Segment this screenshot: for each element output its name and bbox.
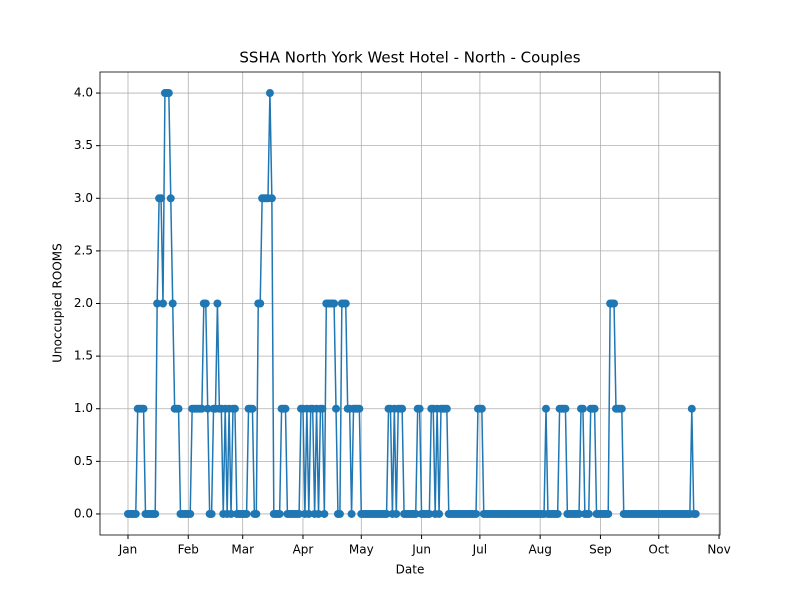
- marker: [174, 404, 183, 413]
- x-tick-label: Feb: [178, 543, 199, 557]
- marker: [227, 509, 236, 518]
- marker: [477, 404, 486, 413]
- marker: [382, 509, 391, 518]
- marker: [392, 509, 401, 518]
- y-tick-label: 1.0: [74, 401, 93, 415]
- marker: [213, 299, 222, 308]
- marker: [553, 509, 562, 518]
- y-axis-label: Unoccupied ROOMS: [51, 243, 65, 363]
- y-tick-label: 1.5: [74, 349, 93, 363]
- marker: [304, 509, 313, 518]
- marker: [691, 509, 700, 518]
- marker: [197, 404, 206, 413]
- marker: [435, 509, 444, 518]
- marker: [610, 299, 619, 308]
- marker: [541, 404, 550, 413]
- y-tick-label: 3.5: [74, 138, 93, 152]
- marker: [203, 404, 212, 413]
- marker: [314, 509, 323, 518]
- marker: [442, 404, 451, 413]
- marker: [131, 509, 140, 518]
- marker: [584, 509, 593, 518]
- x-tick-label: Jul: [472, 543, 487, 557]
- y-tick-label: 0.0: [74, 506, 93, 520]
- marker: [590, 404, 599, 413]
- marker: [415, 404, 424, 413]
- marker: [341, 299, 350, 308]
- x-tick-label: Mar: [231, 543, 254, 557]
- marker: [248, 404, 257, 413]
- y-tick-label: 4.0: [74, 86, 93, 100]
- x-tick-label: Aug: [528, 543, 551, 557]
- marker: [332, 404, 341, 413]
- chart-title: SSHA North York West Hotel - North - Cou…: [239, 49, 580, 67]
- x-tick-label: Apr: [293, 543, 314, 557]
- marker: [330, 299, 339, 308]
- marker: [267, 194, 276, 203]
- x-tick-label: May: [349, 543, 374, 557]
- marker: [275, 509, 284, 518]
- marker: [411, 509, 420, 518]
- marker: [201, 299, 210, 308]
- y-tick-label: 0.5: [74, 454, 93, 468]
- x-axis-label: Date: [396, 563, 425, 577]
- marker: [186, 509, 195, 518]
- marker: [166, 194, 175, 203]
- marker: [252, 509, 261, 518]
- marker: [153, 299, 162, 308]
- plot-frame: [99, 71, 721, 536]
- marker: [158, 299, 167, 308]
- marker: [164, 89, 173, 98]
- marker: [398, 404, 407, 413]
- y-tick-label: 2.5: [74, 243, 93, 257]
- marker: [578, 404, 587, 413]
- marker: [335, 509, 344, 518]
- marker: [157, 194, 166, 203]
- marker: [425, 509, 434, 518]
- marker: [242, 509, 251, 518]
- x-tick-label: Oct: [648, 543, 669, 557]
- marker: [168, 299, 177, 308]
- marker: [281, 404, 290, 413]
- marker: [265, 89, 274, 98]
- marker: [207, 509, 216, 518]
- marker: [347, 509, 356, 518]
- marker: [575, 509, 584, 518]
- marker: [139, 404, 148, 413]
- marker: [320, 509, 329, 518]
- marker: [256, 299, 265, 308]
- x-tick-label: Nov: [707, 543, 730, 557]
- marker: [295, 509, 304, 518]
- marker: [230, 404, 239, 413]
- x-tick-label: Jun: [411, 543, 431, 557]
- y-tick-label: 3.0: [74, 191, 93, 205]
- marker: [617, 404, 626, 413]
- marker: [472, 509, 481, 518]
- marker: [318, 404, 327, 413]
- marker: [687, 404, 696, 413]
- marker: [151, 509, 160, 518]
- y-tick-label: 2.0: [74, 296, 93, 310]
- marker: [355, 404, 364, 413]
- marker: [604, 509, 613, 518]
- x-tick-label: Sep: [589, 543, 612, 557]
- marker: [561, 404, 570, 413]
- x-tick-label: Jan: [118, 543, 138, 557]
